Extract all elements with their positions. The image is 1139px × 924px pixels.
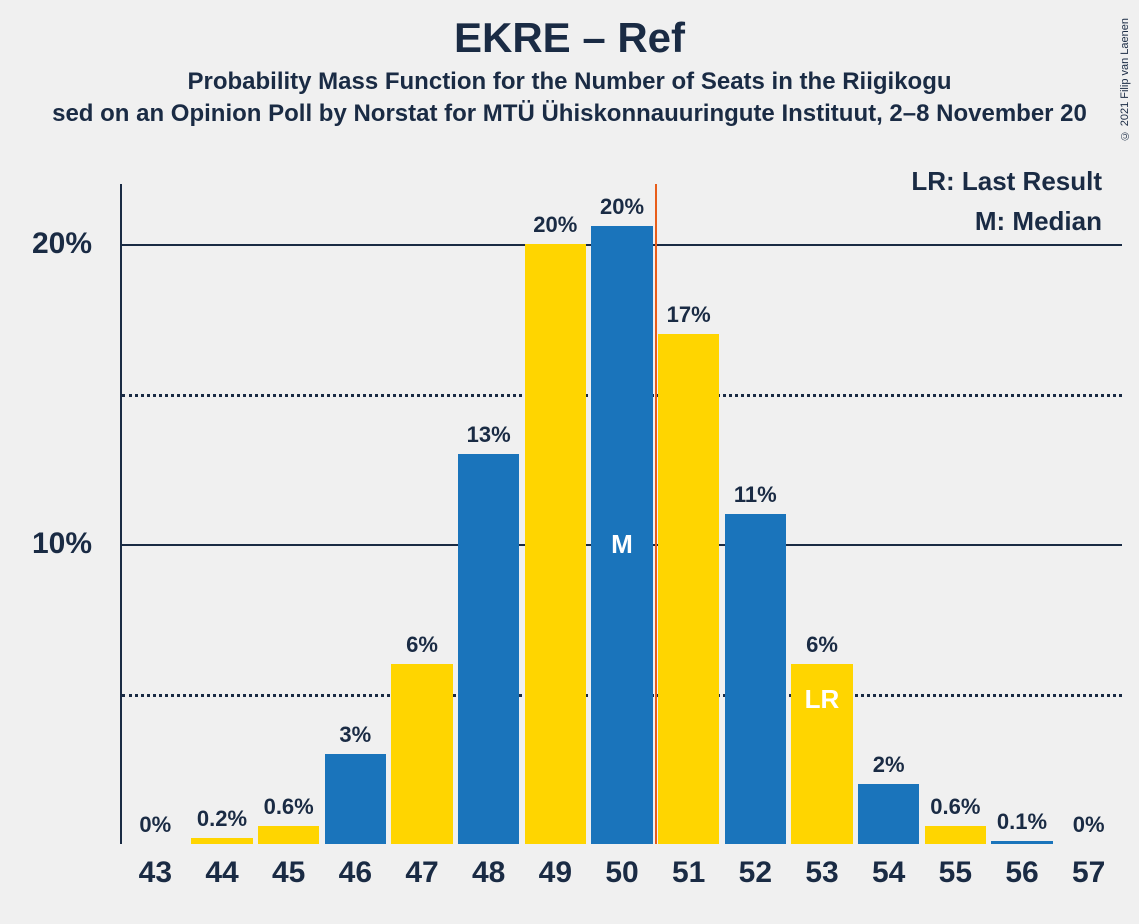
x-tick-label: 47	[405, 856, 438, 890]
median-marker: M	[611, 529, 633, 560]
bar-value-label: 2%	[873, 752, 905, 778]
x-tick-label: 48	[472, 856, 505, 890]
bar	[925, 826, 986, 844]
x-tick-label: 45	[272, 856, 305, 890]
bar-value-label: 0.6%	[264, 794, 314, 820]
bar	[991, 841, 1052, 844]
chart-subtitle: Probability Mass Function for the Number…	[0, 68, 1139, 96]
bar-value-label: 0.6%	[930, 794, 980, 820]
bar	[858, 784, 919, 844]
bar-value-label: 0.1%	[997, 809, 1047, 835]
copyright-text: © 2021 Filip van Laenen	[1119, 18, 1131, 141]
y-tick-label: 10%	[12, 527, 92, 561]
bar-value-label: 20%	[600, 194, 644, 220]
median-line	[655, 184, 657, 844]
legend-lr: LR: Last Result	[911, 166, 1102, 197]
x-tick-label: 56	[1005, 856, 1038, 890]
bar-value-label: 11%	[734, 482, 777, 508]
bar-value-label: 6%	[406, 632, 438, 658]
bar-value-label: 20%	[533, 212, 577, 238]
bar	[725, 514, 786, 844]
x-tick-label: 43	[139, 856, 172, 890]
bar	[458, 454, 519, 844]
x-tick-label: 57	[1072, 856, 1105, 890]
y-tick-label: 20%	[12, 227, 92, 261]
x-tick-label: 51	[672, 856, 705, 890]
bar-chart: 10%20%0%430.2%440.6%453%466%4713%4820%49…	[120, 184, 1122, 844]
bar-value-label: 6%	[806, 632, 838, 658]
bar	[391, 664, 452, 844]
x-tick-label: 54	[872, 856, 905, 890]
last-result-marker: LR	[805, 684, 840, 715]
chart-title: EKRE – Ref	[0, 14, 1139, 62]
x-tick-label: 44	[205, 856, 238, 890]
x-tick-label: 53	[805, 856, 838, 890]
bar-value-label: 3%	[339, 722, 371, 748]
bar	[191, 838, 252, 844]
x-tick-label: 49	[539, 856, 572, 890]
bar-value-label: 0.2%	[197, 806, 247, 832]
x-tick-label: 52	[739, 856, 772, 890]
bar	[325, 754, 386, 844]
bar-value-label: 13%	[467, 422, 511, 448]
bar	[658, 334, 719, 844]
x-tick-label: 55	[939, 856, 972, 890]
legend-m: M: Median	[975, 206, 1102, 237]
plot-area: 10%20%0%430.2%440.6%453%466%4713%4820%49…	[122, 184, 1122, 844]
chart-subtitle-2: sed on an Opinion Poll by Norstat for MT…	[0, 100, 1139, 128]
bar	[258, 826, 319, 844]
bar-value-label: 0%	[139, 812, 171, 838]
bar-value-label: 0%	[1073, 812, 1105, 838]
x-tick-label: 46	[339, 856, 372, 890]
bar-value-label: 17%	[667, 302, 711, 328]
bar	[525, 244, 586, 844]
x-tick-label: 50	[605, 856, 638, 890]
